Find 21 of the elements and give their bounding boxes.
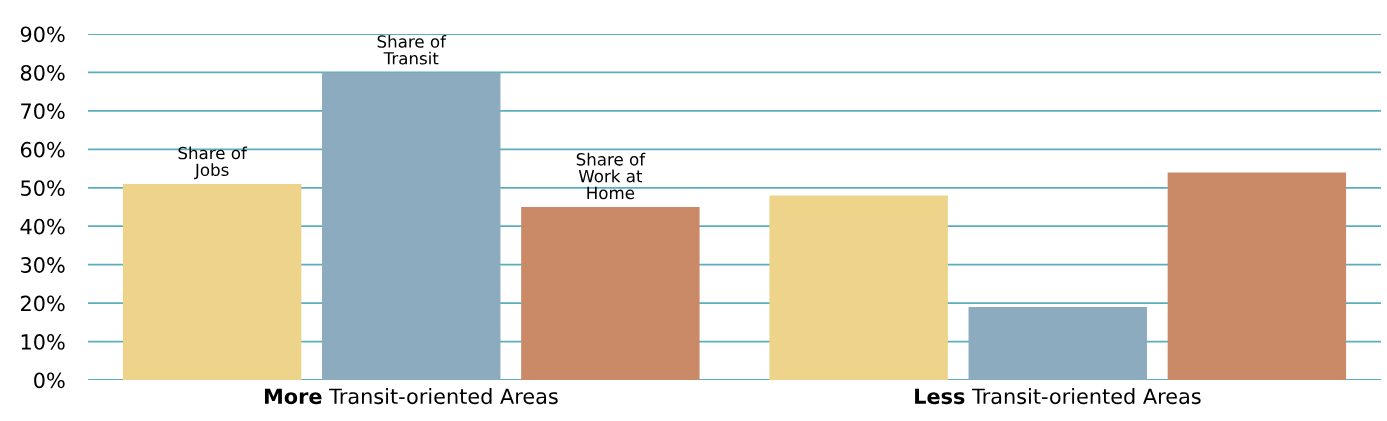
y-tick-label: 30% <box>21 257 65 273</box>
y-tick-label: 0% <box>34 372 65 389</box>
series-label: Share of Transit <box>377 34 447 65</box>
bar <box>521 207 700 380</box>
bar <box>769 195 948 380</box>
bar <box>1167 172 1347 380</box>
y-tick-label: 20% <box>21 295 65 312</box>
bar <box>122 183 302 380</box>
series-label: Share of Work at Home <box>576 152 646 200</box>
y-tick-label: 10% <box>21 334 65 350</box>
y-tick-label: 40% <box>20 218 65 235</box>
bar <box>322 72 501 380</box>
y-tick-label: 60% <box>20 141 65 158</box>
y-tick-label: 50% <box>21 180 65 196</box>
y-tick-label: 90% <box>20 26 65 43</box>
series-label: Share of Jobs <box>178 146 248 180</box>
y-tick-label: 80% <box>20 64 65 81</box>
x-tick-label: More Transit-oriented Areas <box>264 388 558 405</box>
bar <box>968 306 1147 380</box>
y-tick-label: 70% <box>21 103 65 120</box>
x-tick-label: Less Transit-oriented Areas <box>915 388 1201 405</box>
